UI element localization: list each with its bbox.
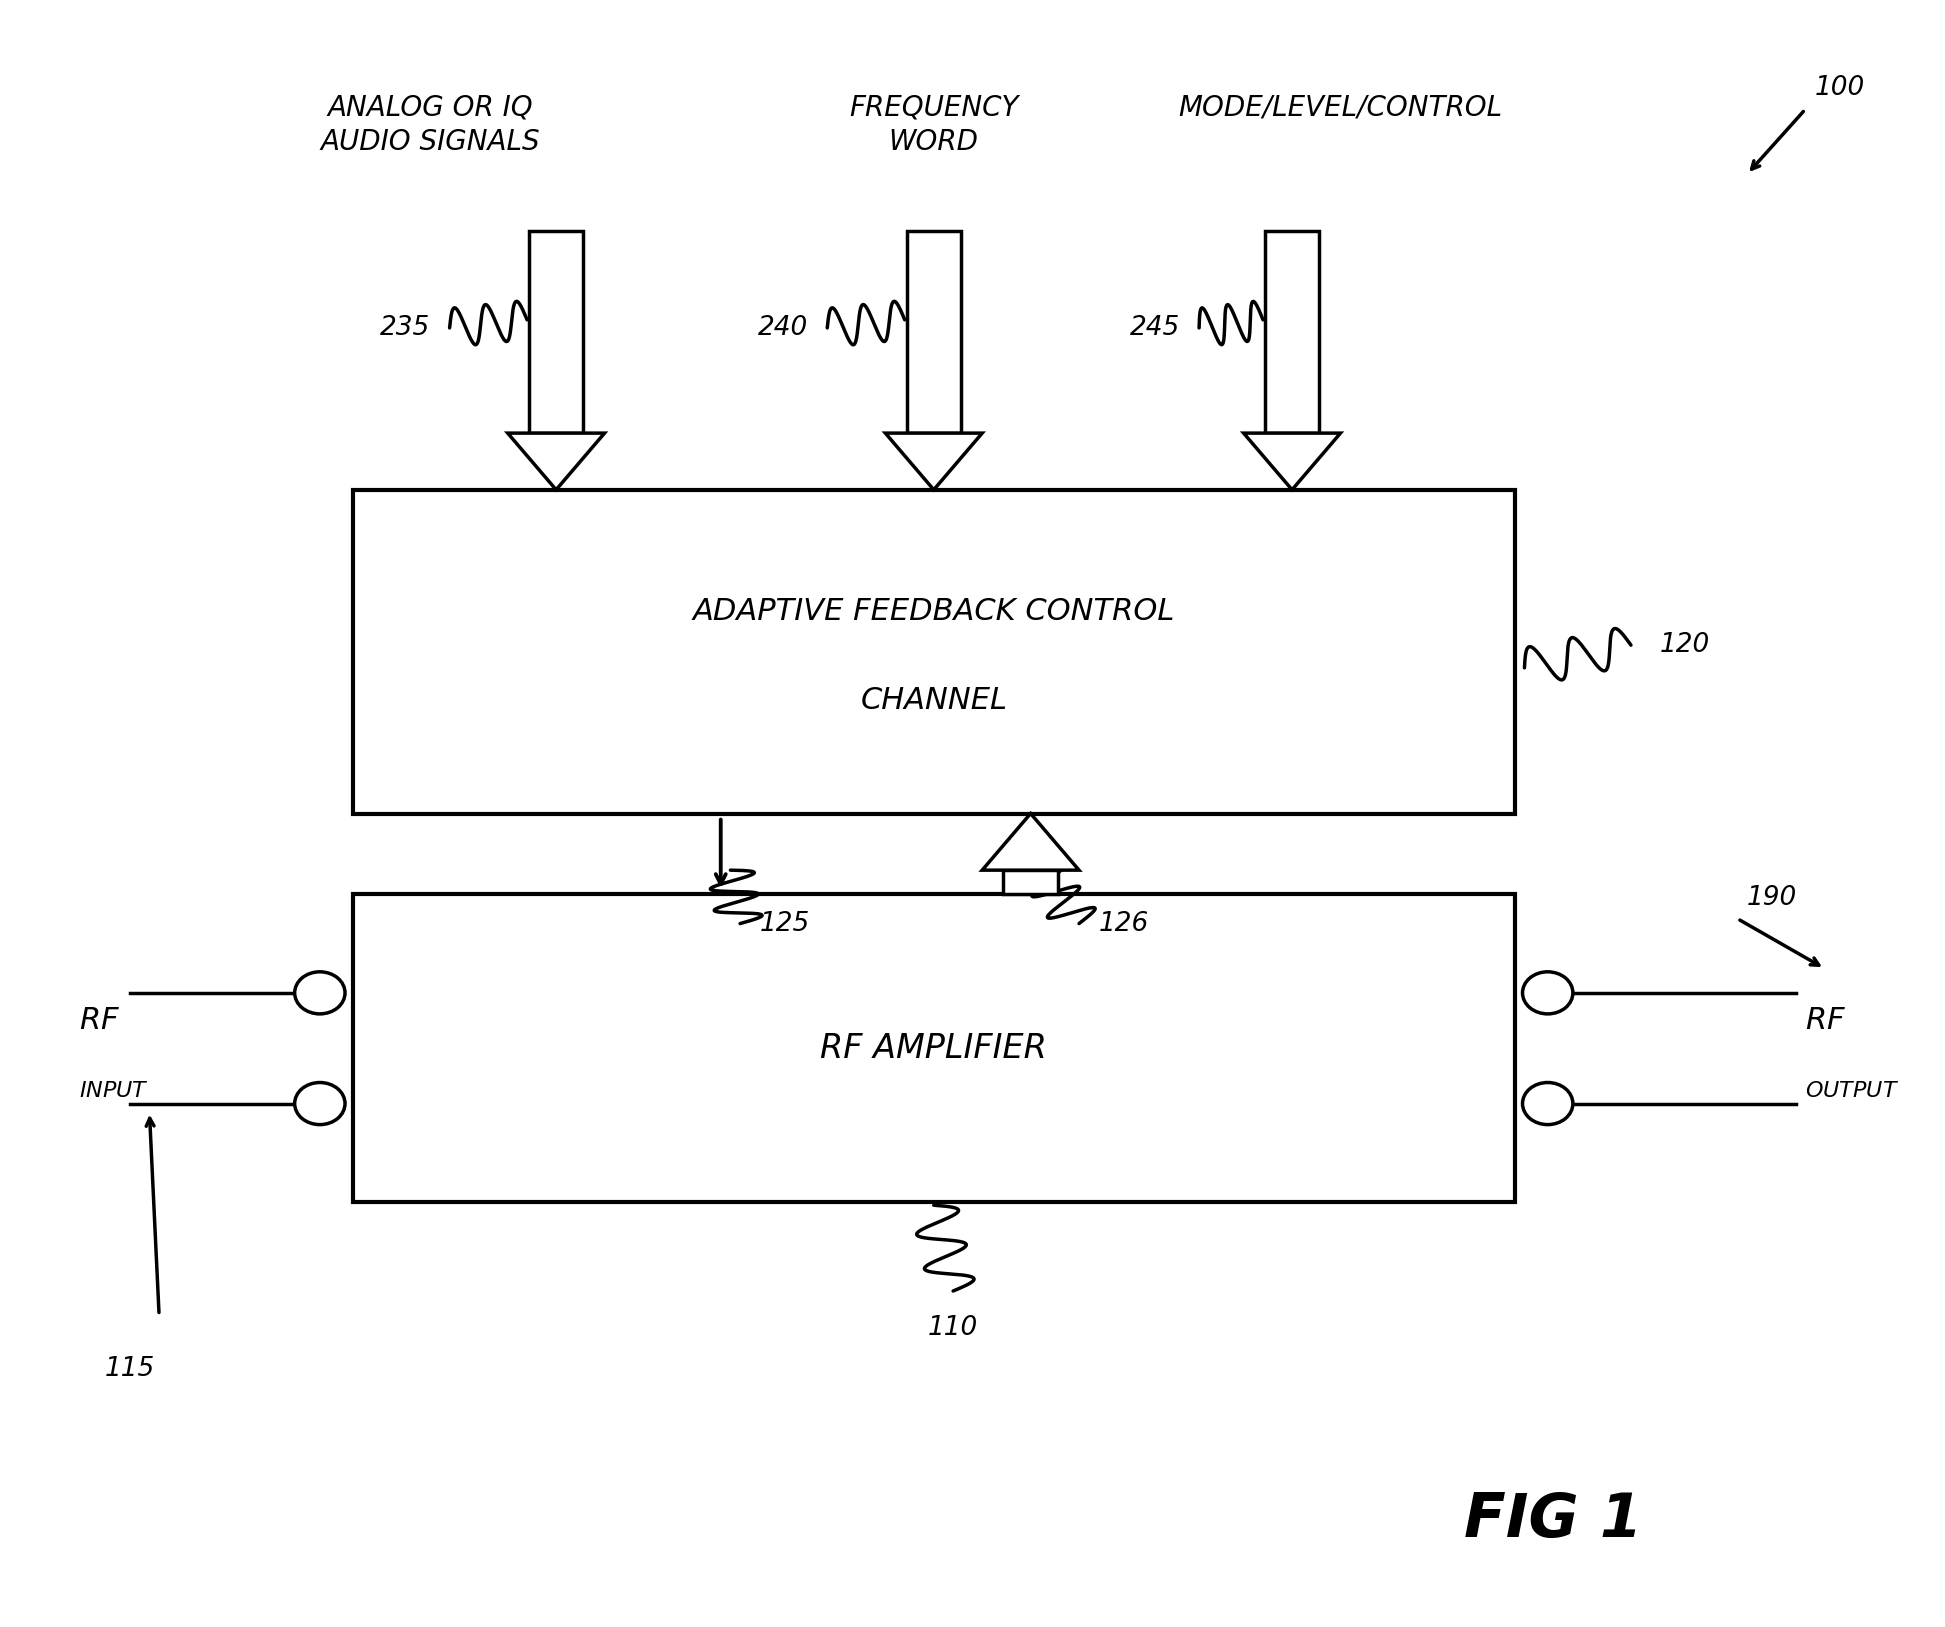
Text: 126: 126 (1099, 911, 1149, 937)
Text: 245: 245 (1130, 316, 1181, 342)
Polygon shape (1264, 231, 1319, 433)
Text: 115: 115 (105, 1355, 156, 1381)
Circle shape (294, 1082, 344, 1124)
Circle shape (1523, 971, 1574, 1014)
Circle shape (294, 971, 344, 1014)
Text: 110: 110 (928, 1315, 978, 1341)
Polygon shape (508, 433, 605, 490)
Text: 100: 100 (1815, 75, 1865, 101)
Text: ADAPTIVE FEEDBACK CONTROL: ADAPTIVE FEEDBACK CONTROL (692, 597, 1175, 626)
Polygon shape (1243, 433, 1340, 490)
Text: 235: 235 (379, 316, 430, 342)
Bar (352, 490, 1515, 814)
Text: $\mathit{RF}$: $\mathit{RF}$ (80, 1005, 121, 1035)
Text: RF AMPLIFIER: RF AMPLIFIER (821, 1032, 1046, 1064)
Text: $\mathit{INPUT}$: $\mathit{INPUT}$ (80, 1080, 150, 1100)
Text: 190: 190 (1747, 885, 1797, 911)
Polygon shape (885, 433, 982, 490)
Text: MODE/LEVEL/CONTROL: MODE/LEVEL/CONTROL (1179, 93, 1503, 120)
Text: ANALOG OR IQ
AUDIO SIGNALS: ANALOG OR IQ AUDIO SIGNALS (321, 93, 541, 156)
Circle shape (1523, 1082, 1574, 1124)
Text: CHANNEL: CHANNEL (860, 685, 1008, 714)
Text: $\mathit{RF}$: $\mathit{RF}$ (1805, 1005, 1846, 1035)
Text: FIG 1: FIG 1 (1465, 1490, 1644, 1551)
Text: 125: 125 (759, 911, 809, 937)
Text: 120: 120 (1659, 633, 1710, 659)
Polygon shape (906, 231, 961, 433)
Bar (352, 895, 1515, 1202)
Polygon shape (982, 814, 1079, 870)
Text: FREQUENCY
WORD: FREQUENCY WORD (850, 93, 1019, 156)
Text: $\mathit{OUTPUT}$: $\mathit{OUTPUT}$ (1805, 1080, 1900, 1100)
Polygon shape (529, 231, 584, 433)
Polygon shape (1004, 870, 1058, 895)
Text: 240: 240 (759, 316, 807, 342)
